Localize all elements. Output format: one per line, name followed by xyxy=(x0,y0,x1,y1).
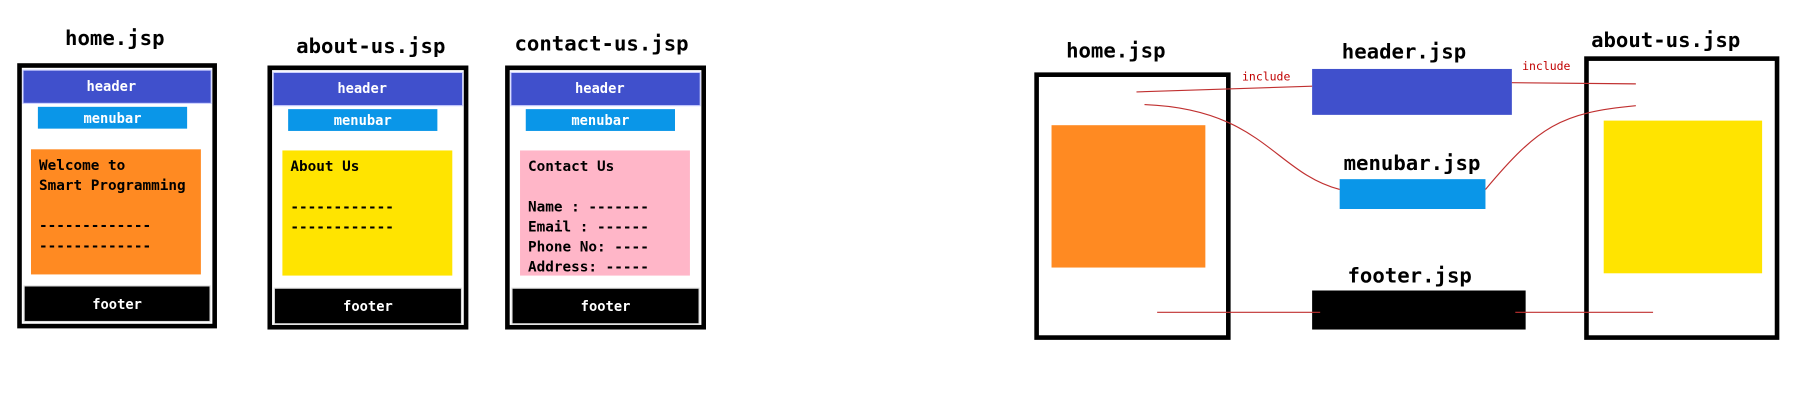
home-content xyxy=(1051,125,1206,268)
footer-block xyxy=(1312,290,1526,330)
footer-label: footer xyxy=(581,299,631,315)
content-line: ------------- xyxy=(39,238,151,254)
menubar-bar xyxy=(525,109,675,131)
content-line: Email : ------ xyxy=(528,219,649,235)
footer-bar xyxy=(273,287,463,325)
content-line: Address: ----- xyxy=(528,260,649,276)
content-line: ------------- xyxy=(39,218,151,234)
menubar-label: menubar xyxy=(334,113,392,129)
menubar-label: menubar xyxy=(83,111,141,127)
header-label: header xyxy=(575,81,625,97)
include-line xyxy=(1136,85,1313,93)
include-line xyxy=(1485,105,1636,190)
page-mockups: home.jsp header menubar Welcome to Smart Pro… xyxy=(17,26,706,330)
include-line xyxy=(1144,103,1340,191)
menubar-label: menubar xyxy=(571,113,629,129)
header-label: header xyxy=(86,79,136,95)
content-line: Welcome to xyxy=(39,158,125,174)
page-title: home.jsp xyxy=(65,26,165,50)
content-box xyxy=(520,150,690,276)
include-label: include xyxy=(1242,69,1290,83)
content-line: Phone No: ---- xyxy=(528,239,649,255)
header-bar xyxy=(22,69,212,104)
page-title: contact-us.jsp xyxy=(514,32,688,56)
header-bar xyxy=(510,71,701,107)
content-line: Name : ------- xyxy=(528,199,649,215)
content-line: Contact Us xyxy=(528,159,614,175)
menubar-bar xyxy=(37,106,188,129)
menubar-block xyxy=(1339,179,1486,209)
content-box xyxy=(30,149,201,275)
footer-bar xyxy=(23,285,211,323)
content-box xyxy=(282,150,453,276)
content-line: Smart Programming xyxy=(39,178,186,194)
menubar-title: menubar.jsp xyxy=(1344,151,1481,175)
header-block xyxy=(1312,68,1512,115)
content-line: ------------ xyxy=(290,219,394,235)
footer-label: footer xyxy=(343,299,393,315)
footer-label: footer xyxy=(92,297,142,313)
content-line: ------------ xyxy=(290,199,394,215)
footer-bar xyxy=(511,287,700,325)
menubar-bar xyxy=(288,109,438,131)
header-bar xyxy=(272,71,464,107)
home-title: home.jsp xyxy=(1066,38,1166,62)
include-label: include xyxy=(1522,59,1570,73)
about-content xyxy=(1603,120,1763,274)
header-label: header xyxy=(337,81,387,97)
about-title: about-us.jsp xyxy=(1591,28,1740,52)
content-line: About Us xyxy=(290,159,359,175)
footer-title: footer.jsp xyxy=(1348,263,1472,287)
header-title: header.jsp xyxy=(1342,40,1466,64)
include-line xyxy=(1511,82,1636,85)
page-title: about-us.jsp xyxy=(296,34,445,58)
